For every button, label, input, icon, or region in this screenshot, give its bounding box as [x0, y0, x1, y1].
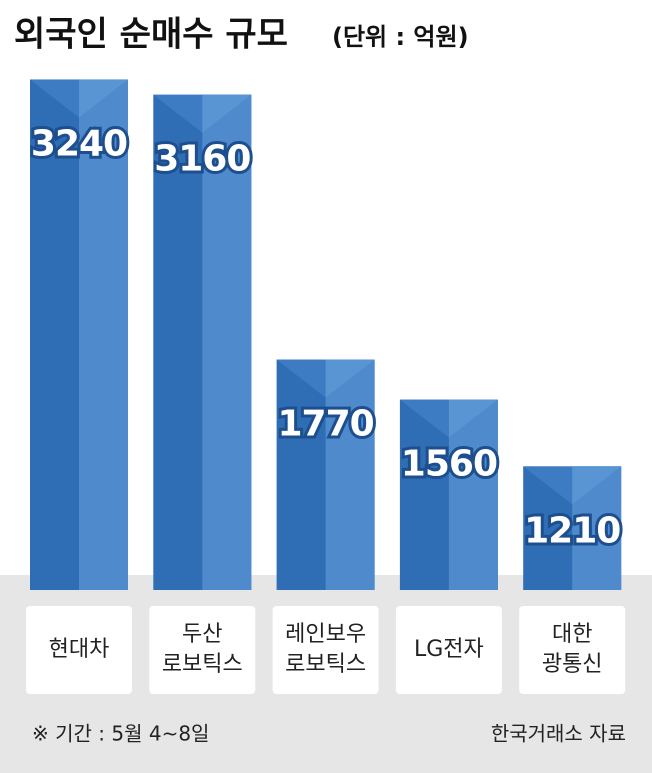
bar-top-light: [79, 79, 128, 118]
value-label: 1560: [401, 444, 497, 485]
bars: [30, 79, 622, 591]
x-tick-label-line: 광통신: [542, 652, 603, 677]
note: ※ 기간 : 5월 4~8일: [32, 722, 209, 746]
source: 한국거래소 자료: [491, 722, 626, 746]
x-tick-label: LG전자: [414, 637, 484, 662]
bar-top-light: [572, 466, 622, 505]
bar-top-light: [448, 399, 498, 438]
bar-top-light: [325, 359, 375, 398]
category-box: [519, 606, 626, 694]
category-box: [149, 606, 256, 694]
category-box: [26, 606, 132, 694]
chart-subtitle: (단위 : 억원): [332, 23, 469, 51]
x-tick-label-line: 두산: [182, 622, 222, 647]
x-tick-label-line: 로보틱스: [285, 652, 366, 677]
bar-side: [202, 94, 252, 590]
value-label: 1770: [277, 404, 373, 445]
bar-top-light: [202, 94, 252, 133]
bar-side: [448, 399, 498, 590]
labels: 3240 3160 1770 1560 1210: [28, 120, 624, 554]
chart-title: 외국인 순매수 규모: [14, 15, 288, 55]
x-tick-label-line: 대한: [552, 622, 592, 647]
bar-side: [325, 359, 375, 590]
bar-side: [79, 79, 128, 591]
value-label: 3240: [31, 123, 127, 164]
value-label: 3160: [154, 139, 250, 180]
category-box: [272, 606, 379, 694]
x-tick-label-line: 현대차: [49, 637, 110, 662]
x-tick-label-line: LG전자: [414, 637, 484, 662]
x-tick-label: 현대차: [49, 637, 110, 662]
value-label: 1210: [524, 510, 620, 551]
category-box: [395, 606, 502, 694]
x-tick-label-line: 레인보우: [285, 622, 366, 647]
x-tick-label-line: 로보틱스: [162, 652, 243, 677]
